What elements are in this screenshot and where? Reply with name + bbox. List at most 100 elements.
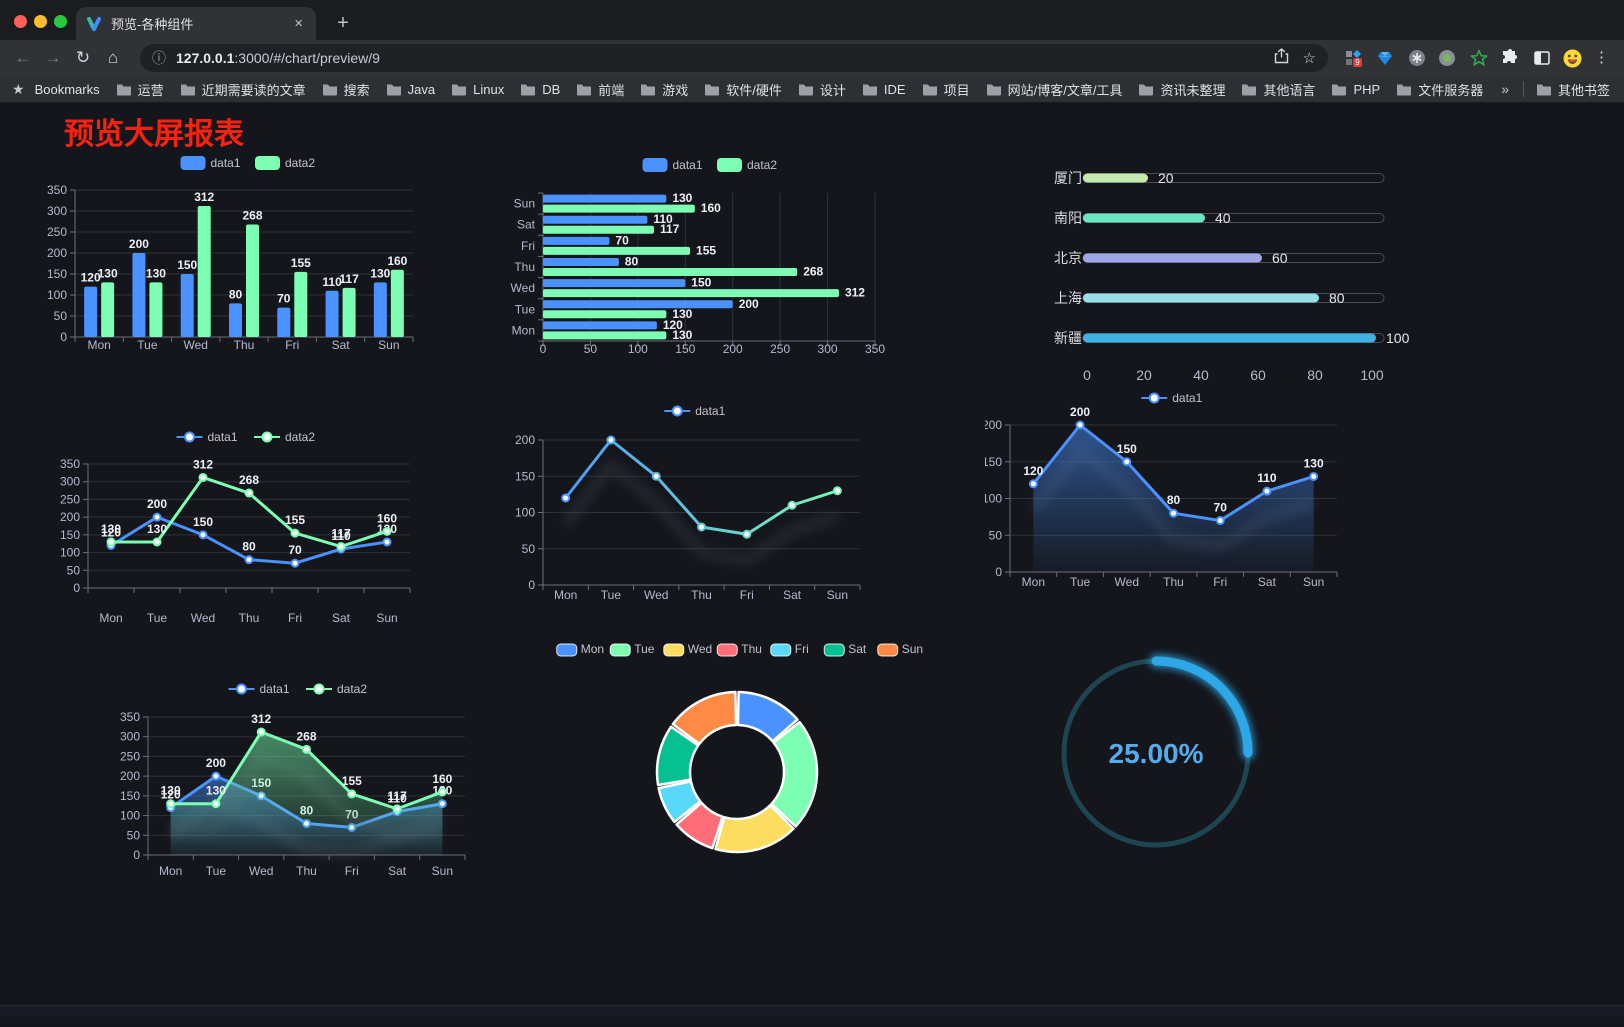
- data-point[interactable]: [787, 500, 797, 510]
- data-point[interactable]: [347, 789, 357, 799]
- data-point[interactable]: [1262, 486, 1272, 496]
- legend-item[interactable]: Sun: [877, 642, 923, 657]
- bar[interactable]: [543, 321, 657, 330]
- bookmark-star-icon[interactable]: ☆: [1302, 50, 1316, 67]
- bar[interactable]: [84, 286, 98, 337]
- bar[interactable]: [229, 303, 242, 337]
- minimize-window-button[interactable]: [34, 15, 47, 28]
- data-point[interactable]: [832, 486, 842, 496]
- bar[interactable]: [180, 274, 194, 337]
- legend-item[interactable]: Thu: [716, 642, 762, 657]
- data-point[interactable]: [290, 528, 300, 538]
- bar[interactable]: [543, 246, 691, 255]
- bookmark-folder[interactable]: 资讯未整理: [1130, 80, 1233, 99]
- bookmark-folder[interactable]: 软件/硬件: [696, 80, 790, 99]
- data-point[interactable]: [1075, 420, 1085, 430]
- bar[interactable]: [543, 258, 619, 266]
- proxy-grid-extension-icon[interactable]: 9: [1345, 49, 1363, 67]
- close-window-button[interactable]: [14, 15, 27, 28]
- data-point[interactable]: [152, 537, 162, 547]
- donut-segment-Wed[interactable]: [714, 804, 795, 854]
- bookmark-folder[interactable]: 文件服务器: [1388, 80, 1491, 99]
- data-point[interactable]: [437, 787, 447, 797]
- data-point[interactable]: [106, 537, 116, 547]
- bar[interactable]: [543, 331, 667, 340]
- browser-menu-icon[interactable]: ⋮: [1594, 49, 1609, 66]
- legend-item[interactable]: Wed: [663, 642, 712, 657]
- data-point[interactable]: [166, 799, 176, 809]
- legend-item[interactable]: data1: [176, 430, 238, 444]
- bar[interactable]: [197, 205, 211, 337]
- emoji-avatar-icon[interactable]: [1563, 49, 1582, 68]
- bar[interactable]: [543, 215, 648, 224]
- data-point[interactable]: [256, 727, 266, 737]
- bookmarks-manager[interactable]: Bookmarks: [34, 81, 100, 97]
- donut-segment-Tue[interactable]: [770, 720, 819, 828]
- bookmarks-overflow-button[interactable]: »: [1501, 81, 1510, 97]
- progress-fill[interactable]: [1083, 293, 1319, 303]
- bar[interactable]: [543, 204, 695, 213]
- bookmark-folder[interactable]: 设计: [790, 80, 854, 99]
- bar[interactable]: [325, 290, 339, 337]
- donut-segment-Mon[interactable]: [736, 690, 799, 743]
- other-bookmarks-folder[interactable]: 其他书签: [1528, 80, 1618, 99]
- data-point[interactable]: [1215, 516, 1225, 526]
- new-tab-button[interactable]: +: [337, 12, 349, 34]
- data-point[interactable]: [211, 771, 221, 781]
- bookmark-folder[interactable]: 前端: [568, 80, 632, 99]
- bar[interactable]: [543, 289, 839, 298]
- data-point[interactable]: [382, 526, 392, 536]
- data-point[interactable]: [697, 522, 706, 532]
- legend-item[interactable]: Tue: [609, 642, 655, 657]
- bookmark-folder[interactable]: DB: [512, 82, 568, 97]
- legend-item[interactable]: data1: [642, 158, 703, 172]
- donut-segment-Sat[interactable]: [655, 725, 700, 787]
- bar[interactable]: [149, 282, 163, 337]
- data-point[interactable]: [1309, 471, 1319, 481]
- share-icon[interactable]: [1274, 48, 1289, 68]
- bar[interactable]: [342, 287, 356, 337]
- legend-item[interactable]: Sat: [823, 642, 867, 657]
- legend-item[interactable]: Mon: [556, 642, 604, 657]
- bookmark-folder[interactable]: 搜索: [314, 80, 378, 99]
- site-info-icon[interactable]: ⓘ: [152, 50, 166, 66]
- legend-item[interactable]: data1: [180, 156, 241, 170]
- forward-button[interactable]: →: [44, 48, 62, 67]
- bookmark-folder[interactable]: 运营: [108, 80, 172, 99]
- donut-segment-Thu[interactable]: [675, 801, 724, 850]
- progress-fill[interactable]: [1083, 333, 1376, 343]
- data-point[interactable]: [336, 542, 346, 552]
- bar[interactable]: [101, 282, 115, 337]
- donut-segment-Sun[interactable]: [671, 690, 738, 746]
- bookmark-folder[interactable]: Linux: [443, 82, 512, 97]
- data-point[interactable]: [198, 530, 208, 540]
- donut-segment-Fri[interactable]: [657, 780, 702, 824]
- data-point[interactable]: [382, 537, 392, 547]
- legend-item[interactable]: data1: [228, 682, 290, 696]
- bar[interactable]: [543, 225, 654, 234]
- tab-close-icon[interactable]: ×: [294, 15, 303, 32]
- bar[interactable]: [294, 271, 308, 337]
- dot-circle-extension-icon[interactable]: [1438, 49, 1456, 67]
- bar[interactable]: [246, 224, 259, 337]
- zoom-window-button[interactable]: [54, 15, 67, 28]
- bar[interactable]: [543, 310, 667, 319]
- bookmark-folder[interactable]: 其他语言: [1233, 80, 1323, 99]
- data-point[interactable]: [290, 558, 300, 568]
- data-point[interactable]: [651, 471, 661, 481]
- asterisk-circle-extension-icon[interactable]: [1408, 49, 1426, 67]
- legend-item[interactable]: data1: [664, 404, 726, 418]
- bookmark-folder[interactable]: Java: [378, 82, 443, 97]
- bar[interactable]: [132, 253, 146, 337]
- address-bar[interactable]: ⓘ 127.0.0.1 :3000/#/chart/preview/9 ☆: [140, 44, 1328, 72]
- browser-tab[interactable]: 预览-各种组件 ×: [76, 7, 316, 40]
- legend-item[interactable]: data2: [255, 156, 315, 170]
- data-point[interactable]: [392, 804, 402, 814]
- bookmark-folder[interactable]: PHP: [1323, 82, 1388, 97]
- bar[interactable]: [543, 236, 610, 245]
- data-point[interactable]: [1122, 457, 1132, 467]
- home-button[interactable]: ⌂: [107, 48, 119, 67]
- bar[interactable]: [373, 282, 387, 337]
- data-point[interactable]: [1028, 479, 1038, 489]
- bookmark-folder[interactable]: 近期需要读的文章: [172, 80, 314, 99]
